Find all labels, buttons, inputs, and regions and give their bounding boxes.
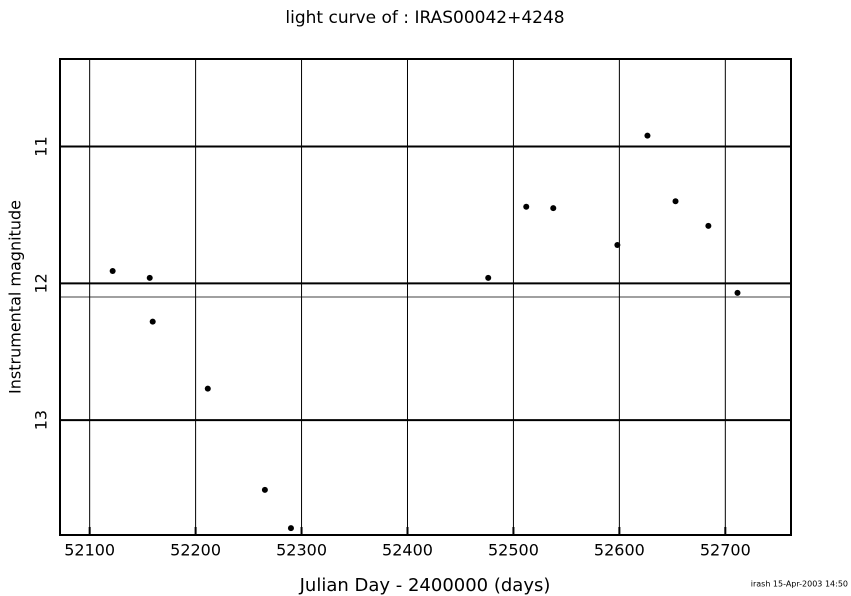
- x-tick-label: 52300: [276, 541, 327, 560]
- data-point: [261, 486, 268, 493]
- footnote: irash 15-Apr-2003 14:50: [751, 580, 848, 589]
- data-point: [149, 318, 156, 325]
- chart-title: light curve of : IRAS00042+4248: [285, 8, 564, 28]
- y-axis-label: Instrumental magnitude: [6, 200, 25, 394]
- x-tick-label: 52100: [64, 541, 115, 560]
- x-tick-label: 52200: [170, 541, 221, 560]
- data-point: [146, 274, 153, 281]
- y-tick-label: 12: [32, 273, 51, 293]
- data-point: [287, 525, 294, 532]
- data-point: [204, 385, 211, 392]
- y-tick-label: 13: [32, 410, 51, 430]
- data-point: [644, 132, 651, 139]
- data-point: [734, 289, 741, 296]
- data-point: [614, 242, 621, 249]
- y-tick-label: 11: [32, 136, 51, 156]
- x-tick-label: 52500: [488, 541, 539, 560]
- x-tick-label: 52600: [594, 541, 645, 560]
- data-point: [485, 274, 492, 281]
- data-point: [672, 198, 679, 205]
- x-axis-label: Julian Day - 2400000 (days): [299, 575, 551, 596]
- data-point: [550, 205, 557, 212]
- x-tick-label: 52400: [382, 541, 433, 560]
- data-point: [523, 203, 530, 210]
- x-tick-label: 52700: [700, 541, 751, 560]
- data-point: [109, 268, 116, 275]
- data-point: [705, 222, 712, 229]
